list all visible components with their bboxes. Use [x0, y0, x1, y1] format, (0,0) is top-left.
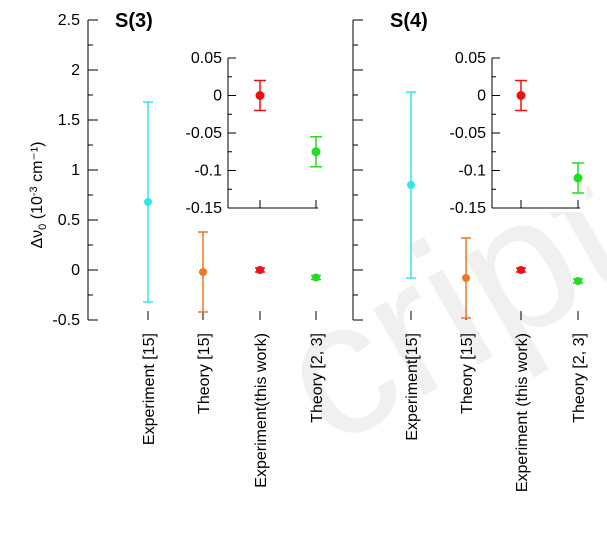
category-label: Theory [2, 3] — [309, 333, 326, 423]
y-axis-label: Δν0 (10-3 cm⁻¹) — [28, 141, 49, 248]
category-label: Theory [2, 3] — [571, 333, 588, 423]
series-0-point — [144, 198, 152, 206]
inset-y-tick-label: -0.1 — [458, 163, 486, 180]
inset-plot: -0.15 -0.1 -0.05 0 0.05 — [450, 50, 586, 217]
inset-y-tick-label: 0.05 — [455, 50, 486, 67]
category-label: Theory [15] — [196, 333, 213, 414]
inset-series-3-point — [311, 147, 321, 157]
category-label: Experiment (this work) — [514, 333, 531, 492]
y-tick-label: 2.5 — [58, 12, 80, 29]
series-1-point — [462, 274, 470, 282]
panel-title: S(3) — [115, 10, 153, 32]
panel-s3: S(3) -0.5 0 0.5 1 1.5 2 2.5 Experiment [15] Theor… — [52, 10, 326, 488]
y-tick-label: 0 — [71, 262, 80, 279]
inset-y-tick-label: 0.05 — [191, 50, 222, 67]
panel-title: S(4) — [390, 10, 428, 32]
series-0-point — [407, 181, 415, 189]
y-tick-label: 2 — [71, 62, 80, 79]
inset-background — [228, 54, 324, 212]
y-tick-label: -0.5 — [52, 312, 80, 329]
series-1-point — [199, 268, 207, 276]
category-label: Experiment(this work) — [253, 333, 270, 488]
y-tick-label: 1.5 — [58, 112, 80, 129]
inset-series-3-point — [573, 173, 583, 183]
inset-background — [492, 54, 586, 212]
inset-plot: -0.15 -0.1 -0.05 0 0.05 — [186, 50, 324, 217]
category-label: Theory [15] — [459, 333, 476, 414]
category-label: Experiment[15] — [404, 333, 421, 441]
series-3-point — [312, 273, 320, 282]
inset-y-tick-label: 0 — [477, 88, 486, 105]
inset-y-tick-label: -0.1 — [194, 163, 222, 180]
inset-series-2-point — [255, 91, 265, 100]
series-2-point — [517, 266, 525, 274]
inset-y-tick-label: -0.15 — [450, 200, 487, 217]
inset-y-tick-label: -0.05 — [186, 125, 223, 142]
inset-y-tick-label: -0.15 — [186, 200, 223, 217]
inset-y-tick-label: 0 — [213, 88, 222, 105]
inset-y-tick-label: -0.05 — [450, 125, 487, 142]
panel-s4: S(4) Experiment[15] Theory [15] Experiment … — [352, 10, 588, 492]
y-tick-label: 0.5 — [58, 212, 80, 229]
series-3-point — [574, 277, 582, 285]
y-tick-label: 1 — [71, 162, 80, 179]
category-label: Experiment [15] — [141, 333, 158, 445]
inset-series-2-point — [516, 91, 526, 100]
series-2-point — [256, 266, 264, 274]
